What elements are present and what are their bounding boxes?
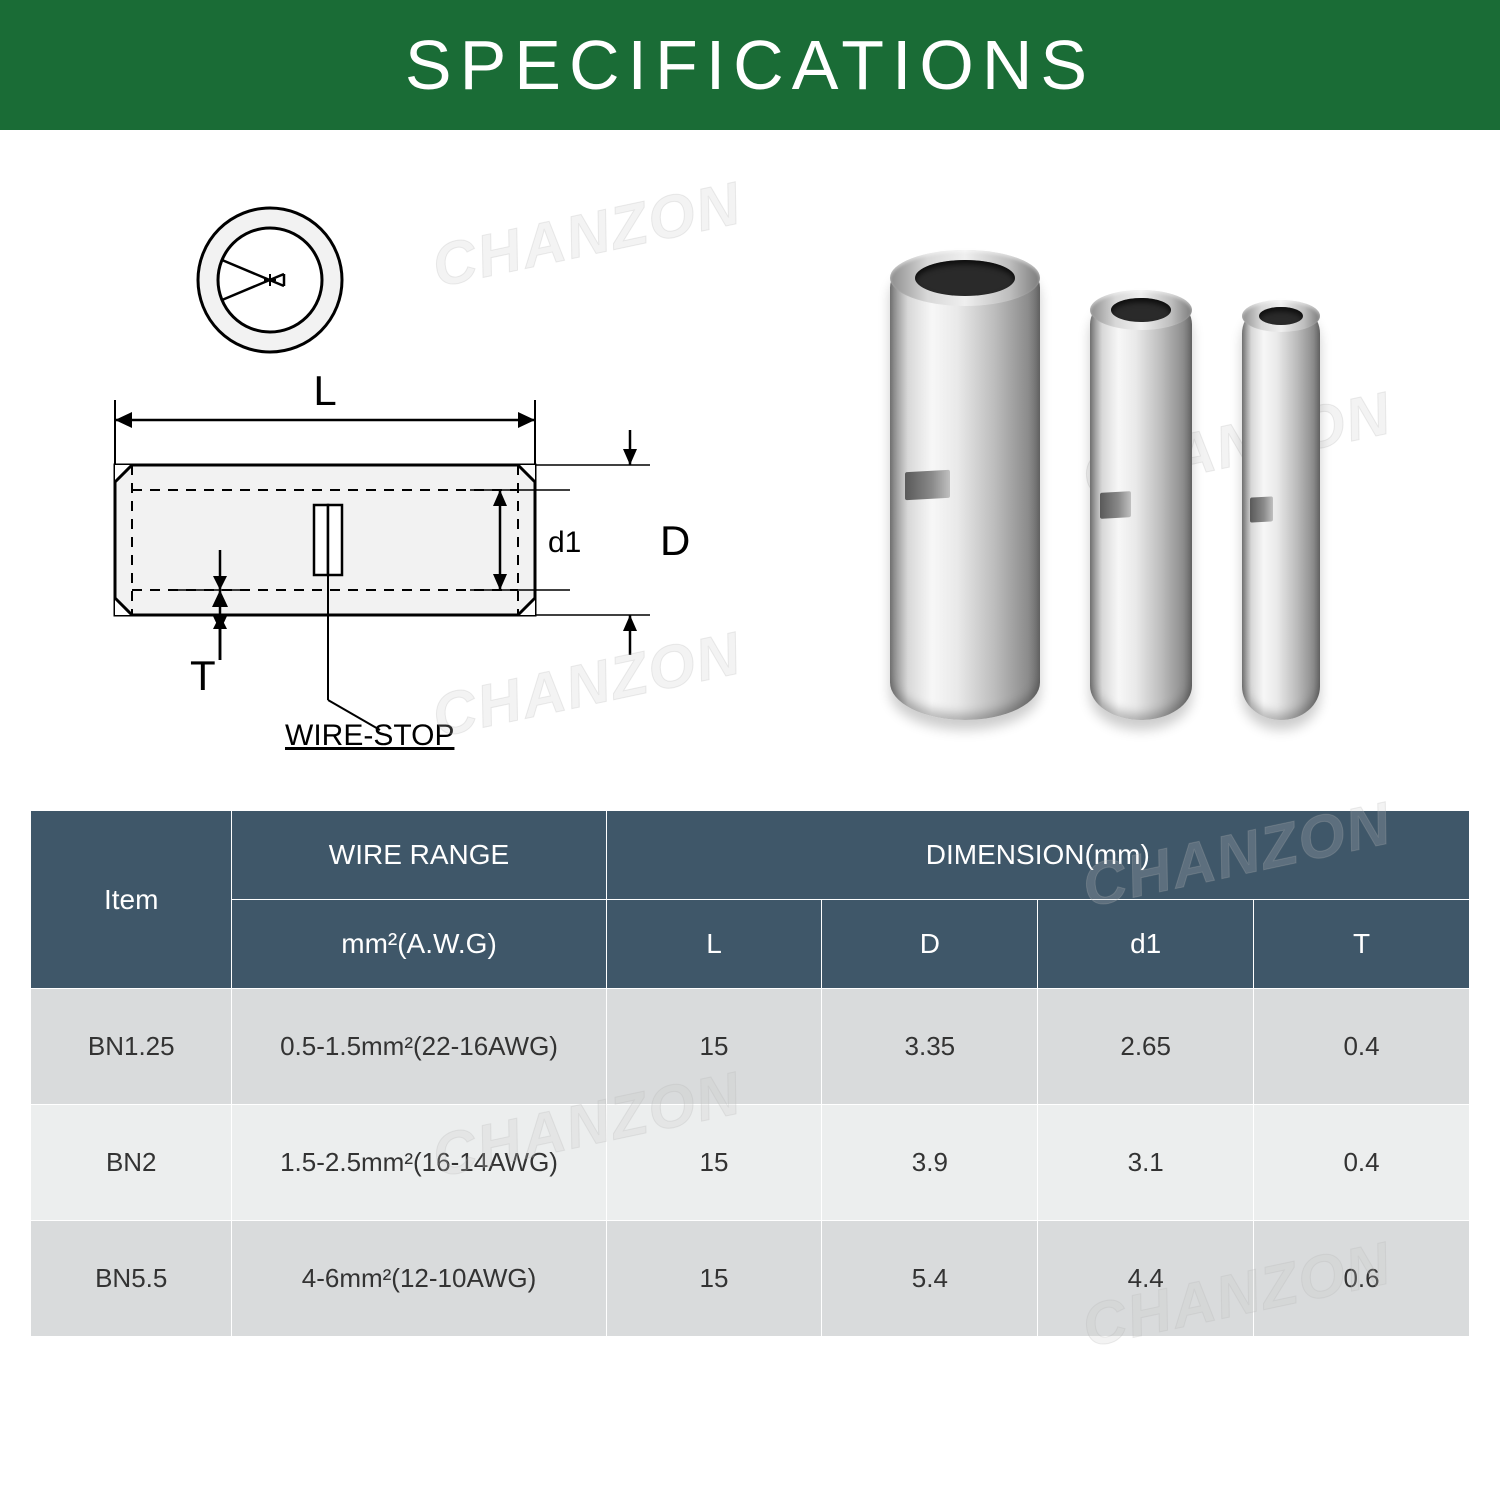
connector-tube	[890, 250, 1040, 720]
cell-L: 15	[606, 1105, 822, 1221]
cell-L: 15	[606, 989, 822, 1105]
header-banner: SPECIFICATIONS	[0, 0, 1500, 130]
th-dimension: DIMENSION(mm)	[606, 811, 1469, 900]
label-D: D	[660, 517, 690, 564]
th-item: Item	[31, 811, 232, 989]
cell-item: BN2	[31, 1105, 232, 1221]
connector-tube	[1090, 290, 1192, 720]
dimension-diagram: L	[70, 190, 720, 750]
header-title: SPECIFICATIONS	[405, 25, 1095, 105]
cell-D: 3.35	[822, 989, 1038, 1105]
cell-d1: 2.65	[1038, 989, 1254, 1105]
label-d1: d1	[548, 526, 581, 559]
cell-L: 15	[606, 1221, 822, 1337]
cell-T: 0.6	[1254, 1221, 1470, 1337]
label-L: L	[313, 367, 336, 414]
label-T: T	[190, 652, 216, 699]
cell-D: 5.4	[822, 1221, 1038, 1337]
th-D: D	[822, 900, 1038, 989]
th-L: L	[606, 900, 822, 989]
product-photos	[780, 190, 1430, 750]
label-wirestop: WIRE-STOP	[285, 719, 454, 750]
content-row: L	[0, 130, 1500, 750]
cell-d1: 3.1	[1038, 1105, 1254, 1221]
table-row: BN1.250.5-1.5mm²(22-16AWG)153.352.650.4	[31, 989, 1470, 1105]
th-d1: d1	[1038, 900, 1254, 989]
cell-wire: 0.5-1.5mm²(22-16AWG)	[232, 989, 606, 1105]
cell-item: BN1.25	[31, 989, 232, 1105]
table-row: BN5.54-6mm²(12-10AWG)155.44.40.6	[31, 1221, 1470, 1337]
spec-table: ItemWIRE RANGEDIMENSION(mm)mm²(A.W.G)LDd…	[30, 810, 1470, 1337]
th-T: T	[1254, 900, 1470, 989]
cell-wire: 1.5-2.5mm²(16-14AWG)	[232, 1105, 606, 1221]
table-row: BN21.5-2.5mm²(16-14AWG)153.93.10.4	[31, 1105, 1470, 1221]
cell-T: 0.4	[1254, 989, 1470, 1105]
cell-wire: 4-6mm²(12-10AWG)	[232, 1221, 606, 1337]
cell-T: 0.4	[1254, 1105, 1470, 1221]
cell-D: 3.9	[822, 1105, 1038, 1221]
cell-item: BN5.5	[31, 1221, 232, 1337]
cell-d1: 4.4	[1038, 1221, 1254, 1337]
th-wire-range: WIRE RANGE	[232, 811, 606, 900]
connector-tube	[1242, 300, 1320, 720]
th-awg: mm²(A.W.G)	[232, 900, 606, 989]
